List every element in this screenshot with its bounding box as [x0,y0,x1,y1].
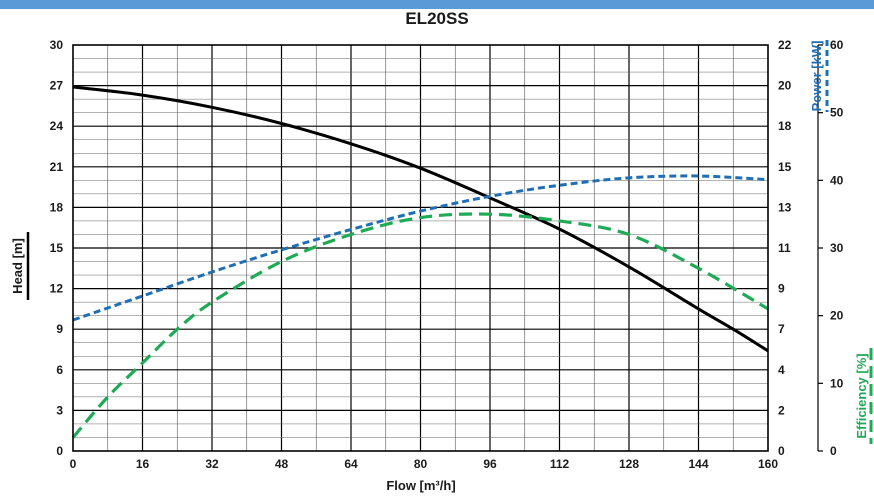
head-tick-label: 15 [50,241,64,255]
series-line-power [72,174,769,322]
head-tick-label: 21 [50,160,64,174]
power-tick-label: 13 [778,200,792,214]
x-tick-label: 128 [619,457,639,471]
power-tick-label: 20 [778,79,792,93]
head-tick-label: 12 [50,282,64,296]
power-tick-label: 22 [778,38,792,52]
power-tick-label: 2 [778,403,785,417]
series-line-head [72,85,769,353]
x-axis-label: Flow [m³/h] [386,478,455,493]
x-tick-label: 48 [275,457,289,471]
head-tick-label: 24 [50,119,64,133]
power-tick-label: 18 [778,119,792,133]
efficiency-tick-label: 60 [830,38,844,52]
efficiency-tick-label: 30 [830,241,844,255]
x-tick-label: 0 [70,457,77,471]
power-tick-label: 7 [778,322,785,336]
x-tick-label: 64 [344,457,358,471]
efficiency-axis: 0 10 20 30 40 50 60 [817,38,844,458]
x-tick-label: 160 [758,457,778,471]
head-tick-label: 6 [56,363,63,377]
x-tick-label: 32 [205,457,219,471]
head-tick-label: 9 [56,322,63,336]
efficiency-tick-label: 10 [830,376,844,390]
power-axis-ticks: 0 2 4 7 9 11 13 15 18 20 22 [778,38,792,458]
power-tick-label: 15 [778,160,792,174]
efficiency-tick-label: 20 [830,309,844,323]
power-tick-label: 9 [778,282,785,296]
grid [73,45,768,451]
header-bar [0,0,874,9]
head-tick-label: 18 [50,200,64,214]
power-tick-label: 0 [778,444,785,458]
head-axis-ticks: 0 3 6 9 12 15 18 21 24 27 30 [50,38,64,458]
x-tick-label: 80 [414,457,428,471]
power-tick-label: 4 [778,363,785,377]
head-tick-label: 3 [56,403,63,417]
x-tick-label: 96 [483,457,497,471]
power-axis-label: Power [kW] [809,41,824,112]
x-axis-ticks: 0 16 32 48 64 80 96 112 128 144 160 [70,457,779,471]
x-tick-label: 112 [550,457,570,471]
x-tick-label: 144 [688,457,708,471]
curves [71,85,769,439]
efficiency-tick-label: 40 [830,173,844,187]
efficiency-tick-label: 0 [830,444,837,458]
efficiency-tick-label: 50 [830,106,844,120]
plot-frame [72,44,769,452]
head-tick-label: 27 [50,79,64,93]
x-tick-label: 16 [136,457,150,471]
head-axis-label: Head [m] [10,238,25,294]
chart-title: EL20SS [405,9,469,28]
plot-border [72,44,769,452]
series-line-efficiency [71,212,769,439]
legend-marks [26,40,873,444]
head-tick-label: 0 [56,444,63,458]
efficiency-axis-label: Efficiency [%] [854,353,869,438]
head-tick-label: 30 [50,38,64,52]
power-tick-label: 11 [778,241,791,255]
